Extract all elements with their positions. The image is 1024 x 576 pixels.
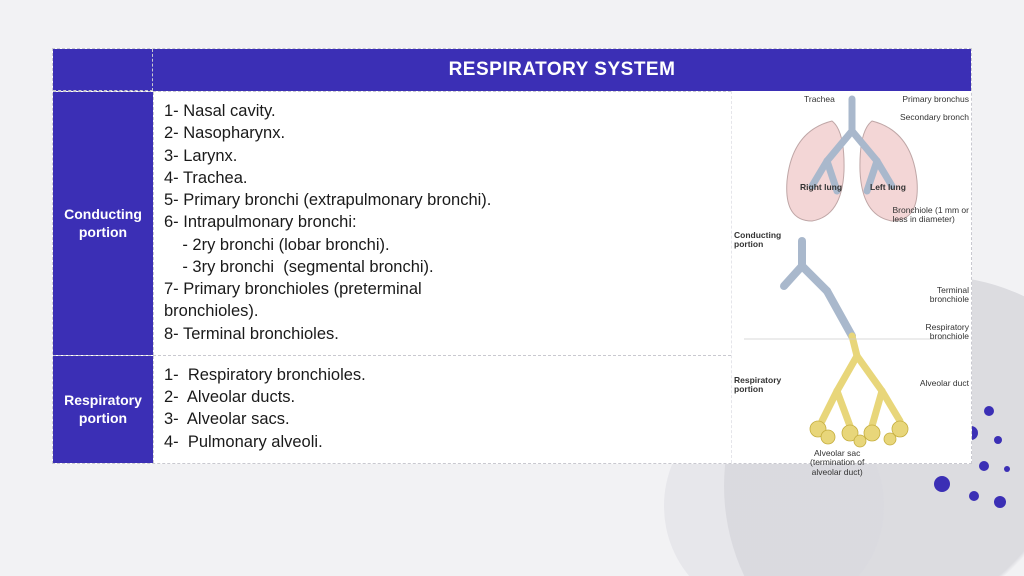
section-content-respiratory: 1- Respiratory bronchioles.2- Alveolar d… [153, 356, 731, 463]
section-label-conducting: Conducting portion [53, 92, 153, 355]
label-bronchiole: Bronchiole (1 mm or less in diameter) [892, 206, 969, 225]
list-item: 3- Alveolar sacs. [164, 408, 721, 430]
list-item: 7- Primary bronchioles (preterminal [164, 278, 721, 300]
label-secondary-bronchus: Secondary bronch [900, 113, 969, 122]
list-item: 3- Larynx. [164, 145, 721, 167]
label-terminal-bronchiole: Terminal bronchiole [930, 286, 969, 305]
list-item: 5- Primary bronchi (extrapulmonary bronc… [164, 189, 721, 211]
label-conducting-portion: Conducting portion [734, 231, 781, 250]
slide-title: RESPIRATORY SYSTEM [153, 49, 971, 91]
list-item: 4- Trachea. [164, 167, 721, 189]
label-right-lung: Right lung [800, 183, 842, 192]
section-conducting: Conducting portion 1- Nasal cavity.2- Na… [53, 91, 731, 355]
list-item: 6- Intrapulmonary bronchi: [164, 211, 721, 233]
text-column: Conducting portion 1- Nasal cavity.2- Na… [53, 91, 731, 463]
label-alveolar-duct: Alveolar duct [920, 379, 969, 388]
label-respiratory-portion: Respiratory portion [734, 376, 781, 395]
label-alveolar-sac: Alveolar sac (termination of alveolar du… [810, 449, 864, 477]
list-item: 4- Pulmonary alveoli. [164, 431, 721, 453]
list-item: - 3ry bronchi (segmental bronchi). [164, 256, 721, 278]
list-item: - 2ry bronchi (lobar bronchi). [164, 234, 721, 256]
label-left-lung: Left lung [870, 183, 906, 192]
body-row: Conducting portion 1- Nasal cavity.2- Na… [53, 91, 971, 463]
list-item: 1- Nasal cavity. [164, 100, 721, 122]
list-item: 1- Respiratory bronchioles. [164, 364, 721, 386]
diagram-cell: Trachea Primary bronchus Secondary bronc… [731, 91, 971, 463]
label-trachea: Trachea [804, 95, 835, 104]
respiratory-diagram: Trachea Primary bronchus Secondary bronc… [732, 91, 971, 463]
list-item: 8- Terminal bronchioles. [164, 323, 721, 345]
section-respiratory: Respiratory portion 1- Respiratory bronc… [53, 355, 731, 463]
title-row: RESPIRATORY SYSTEM [53, 49, 971, 91]
section-content-conducting: 1- Nasal cavity.2- Nasopharynx.3- Larynx… [153, 92, 731, 355]
label-respiratory-bronchiole: Respiratory bronchiole [926, 323, 969, 342]
list-item: 2- Nasopharynx. [164, 122, 721, 144]
list-item: 2- Alveolar ducts. [164, 386, 721, 408]
content-table: RESPIRATORY SYSTEM Conducting portion 1-… [52, 48, 972, 464]
section-label-respiratory: Respiratory portion [53, 356, 153, 463]
label-primary-bronchus: Primary bronchus [902, 95, 969, 104]
list-item: bronchioles). [164, 300, 721, 322]
title-row-left-cell [53, 49, 153, 91]
